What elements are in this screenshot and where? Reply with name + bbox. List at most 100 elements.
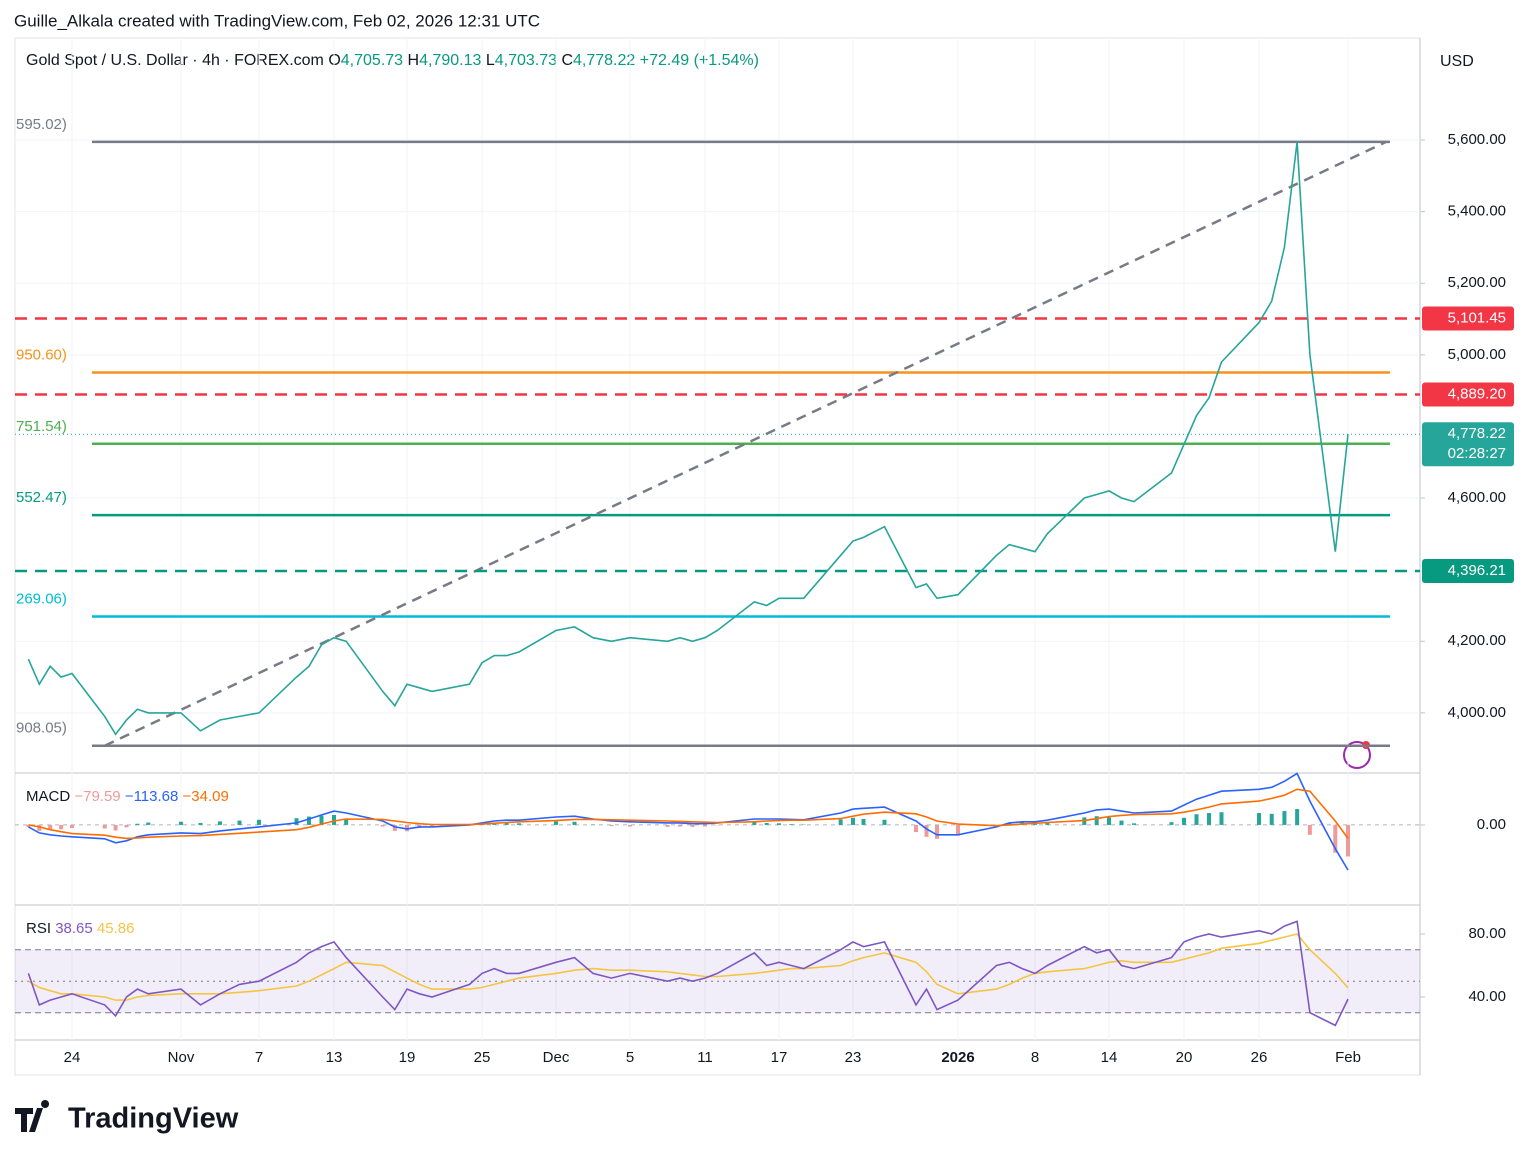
x-tick-label: 19 [399,1049,416,1066]
ohlc-value: 4,790.13 [419,52,481,69]
macd-histogram-bar [678,825,682,827]
macd-histogram-bar [517,823,521,825]
macd-histogram-bar [1170,822,1174,825]
macd-histogram-bar [839,819,843,825]
symbol-legend: Gold Spot / U.S. Dollar · 4h · FOREX.com… [26,52,759,69]
macd-histogram-bar [114,825,118,831]
brand: TradingView [68,1103,239,1135]
ohlc-key: O [328,52,340,69]
fib-label: 552.47) [16,489,67,506]
macd-histogram-bar [914,825,918,832]
macd-value: −113.68 [125,788,179,805]
fib-label: 595.02) [16,116,67,133]
macd-histogram-bar [1095,816,1099,825]
macd-histogram-bar [1120,821,1124,825]
currency: USD [1440,53,1474,70]
rsi-value: 38.65 [55,920,93,937]
credit: Guille_Alkala created with TradingView.c… [14,11,540,30]
y-tick-label: 80.00 [1468,925,1506,942]
macd-histogram-bar [883,820,887,825]
macd-histogram-bar [610,825,614,826]
macd-histogram-bar [1207,813,1211,825]
macd-histogram-bar [777,823,781,825]
macd-histogram-bar [765,823,769,825]
ohlc-value: 4,778.22 [573,52,635,69]
macd-histogram-bar [59,825,63,829]
x-tick-label: 23 [845,1049,862,1066]
legend: Gold Spot / U.S. Dollar · 4h · FOREX.com… [26,52,759,69]
frame [15,38,1420,1075]
fib-label: 908.05) [16,720,67,737]
x-tick-label: 2026 [941,1049,974,1066]
price-line [28,142,1348,735]
macd-histogram-bar [238,821,242,825]
x-tick-label: 20 [1176,1049,1193,1066]
macd-histogram-bar [1195,814,1199,825]
macd-histogram-bar [179,822,183,825]
x-tick-label: Dec [543,1049,570,1066]
macd-histogram-bar [1182,818,1186,825]
y-tick-label: 40.00 [1468,988,1506,1005]
macd-histogram-bar [862,819,866,825]
macd-histogram-bar [199,823,203,825]
macd-title: MACD [26,788,70,805]
x-tick-label: 13 [326,1049,343,1066]
macd-histogram-bar [789,824,793,825]
change: +72.49 (+1.54%) [640,52,759,69]
macd-histogram-bar [628,825,632,827]
macd-histogram-bar [1257,813,1261,825]
ohlc-key: C [561,52,573,69]
ohlc-value: 4,705.73 [341,52,403,69]
x-tick-label: 26 [1251,1049,1268,1066]
macd-histogram-bar [691,825,695,827]
macd-histogram-bar [1308,825,1312,835]
y-tick-label: 0.00 [1477,816,1506,833]
x-tick-label: 17 [771,1049,788,1066]
y-tick-label: 5,000.00 [1448,346,1506,363]
macd-histogram-bar [146,823,150,825]
fib-label: 269.06) [16,590,67,607]
macd-histogram-bar [1132,823,1136,825]
macd-histogram-bar [257,820,261,825]
x-tick-label: 24 [64,1049,81,1066]
macd-histogram-bar [554,821,558,825]
macd-value: −79.59 [74,788,120,805]
x-tick-label: Nov [168,1049,195,1066]
fib-label: 751.54) [16,418,67,435]
ohlc-key: H [408,52,420,69]
x-tick-label: 7 [255,1049,263,1066]
countdown: 02:28:27 [1448,445,1506,462]
x-tick-label: 8 [1031,1049,1039,1066]
x-tick-label: 14 [1101,1049,1118,1066]
x-tick-label: 25 [474,1049,491,1066]
fib-label: 950.60) [16,346,67,363]
macd-histogram-bar [103,825,107,829]
macd-histogram-bar [1295,809,1299,825]
macd-value: −34.09 [183,788,229,805]
macd-histogram-bar [1220,812,1224,825]
rsi-title: RSI [26,920,51,937]
y-tick-label: 4,600.00 [1448,489,1506,506]
x-tick-label: Feb [1335,1049,1361,1066]
macd-histogram-bar [851,818,855,825]
macd-legend: MACD −79.59 −113.68 −34.09 [26,788,229,805]
rsi-value: 45.86 [97,920,135,937]
macd-histogram-bar [218,821,222,825]
y-tick-label: 5,600.00 [1448,131,1506,148]
macd-histogram-bar [703,825,707,827]
macd-histogram-bar [925,825,929,837]
macd-histogram-bar [1346,825,1350,857]
price-tag-label: 5,101.45 [1448,309,1506,326]
macd-histogram-bar [295,818,299,825]
macd-histogram-bar [935,825,939,839]
macd-histogram-bar [135,824,139,825]
macd-histogram-bar [381,825,385,827]
y-tick-label: 5,200.00 [1448,274,1506,291]
macd-histogram-bar [1270,814,1274,825]
x-tick-label: 11 [697,1049,713,1066]
symbol: Gold Spot / U.S. Dollar · 4h · FOREX.com [26,52,324,69]
macd-histogram-bar [70,825,74,828]
ohlc-value: 4,703.73 [495,52,557,69]
macd-histogram-bar [1282,811,1286,825]
